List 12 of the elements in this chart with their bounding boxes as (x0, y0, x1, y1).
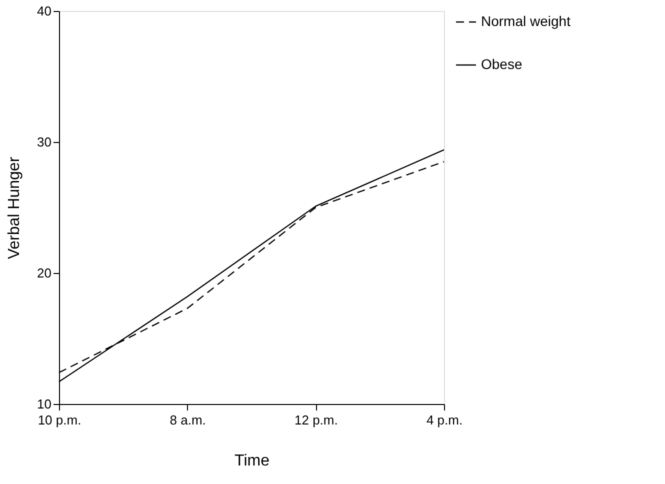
x-tick-label: 8 a.m. (170, 412, 206, 428)
legend-label: Obese (481, 56, 522, 72)
y-tick-label: 30 (37, 134, 52, 150)
y-tick-label: 10 (37, 396, 52, 412)
legend-label: Normal weight (481, 13, 571, 29)
x-tick-label: 10 p.m. (38, 412, 82, 428)
y-tick-label: 20 (37, 266, 52, 280)
y-tick-label: 40 (37, 4, 52, 18)
x-tick-label: 12 p.m. (294, 412, 338, 428)
x-tick-label: 4 p.m. (426, 412, 463, 428)
x-axis-title: Time (234, 452, 270, 470)
y-axis-title: Verbal Hunger (6, 156, 24, 260)
